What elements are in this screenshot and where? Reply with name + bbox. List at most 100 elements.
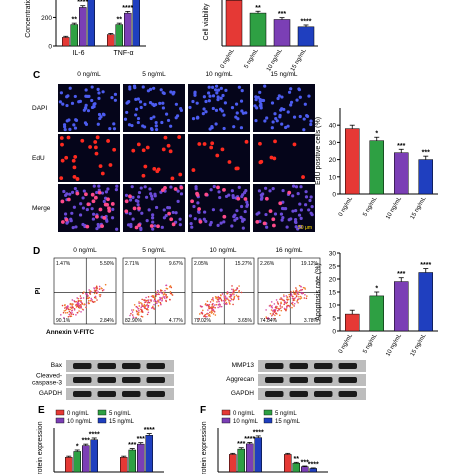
quadrant-lr: 2.84%	[100, 318, 115, 324]
event-dot	[146, 313, 149, 316]
nucleus-dot	[112, 127, 117, 131]
nucleus-dot	[263, 84, 267, 88]
legend-label: 5 ng/mL	[109, 411, 131, 417]
event-dot	[131, 311, 134, 313]
edu-dot	[220, 147, 225, 152]
event-dot	[86, 297, 88, 300]
nucleus-dot	[99, 115, 103, 119]
nucleus-dot	[287, 90, 292, 94]
event-dot	[152, 307, 155, 309]
nucleus-dot	[216, 95, 220, 99]
nucleus-dot	[137, 190, 142, 195]
edu-dot	[143, 164, 148, 169]
category-label: TNF-α	[114, 50, 134, 57]
event-dot	[299, 295, 302, 298]
nucleus-dot	[237, 85, 241, 89]
event-dot	[64, 304, 66, 306]
event-dot	[151, 295, 154, 297]
event-dot	[132, 316, 135, 318]
nucleus-dot	[106, 187, 110, 191]
legend-swatch	[221, 409, 231, 416]
blot-lane-bg	[258, 388, 366, 400]
edu-dot	[66, 197, 71, 202]
nucleus-dot	[86, 109, 91, 113]
edu-dot	[177, 135, 182, 139]
event-dot	[208, 307, 211, 310]
significance-label: ***	[128, 442, 136, 449]
flow-plot: 2.26% 19.12% 74.84% 3.78%	[257, 257, 321, 325]
nucleus-dot	[297, 88, 302, 92]
edu-dot	[75, 177, 80, 181]
nucleus-dot	[224, 194, 229, 199]
event-dot	[158, 293, 160, 296]
nucleus-dot	[148, 100, 153, 105]
edu-dot	[105, 202, 110, 207]
nucleus-dot	[97, 184, 101, 188]
event-dot	[271, 306, 274, 309]
nucleus-dot	[270, 126, 274, 130]
nucleus-dot	[245, 200, 249, 204]
nucleus-dot	[81, 206, 86, 210]
event-dot	[206, 300, 209, 303]
nucleus-dot	[233, 213, 237, 217]
event-dot	[164, 293, 166, 295]
nucleus-dot	[114, 188, 119, 192]
event-dot	[292, 295, 294, 298]
event-dot	[146, 303, 148, 306]
event-dot	[81, 302, 83, 304]
event-dot	[236, 287, 239, 290]
nucleus-dot	[209, 220, 213, 225]
event-dot	[271, 305, 273, 307]
event-dot	[165, 296, 168, 299]
event-dot	[268, 317, 270, 320]
event-dot	[219, 306, 221, 308]
micrograph-bg	[253, 134, 315, 182]
nucleus-dot	[231, 193, 235, 198]
event-dot	[73, 309, 76, 311]
event-dot	[279, 307, 282, 309]
category-label: 0 ng/mL	[220, 47, 236, 69]
event-dot	[226, 291, 229, 293]
edu-dot	[269, 155, 274, 160]
nucleus-dot	[277, 94, 281, 98]
event-dot	[281, 306, 283, 308]
nucleus-dot	[303, 203, 308, 207]
nucleus-dot	[271, 187, 275, 191]
bar	[79, 7, 87, 47]
event-dot	[291, 306, 293, 309]
nucleus-dot	[131, 195, 135, 199]
event-dot	[295, 295, 298, 297]
nucleus-dot	[239, 204, 244, 209]
event-dot	[145, 296, 147, 299]
edu-dot	[98, 164, 103, 169]
edu-dot	[90, 192, 95, 197]
event-dot	[265, 317, 268, 320]
event-dot	[226, 303, 228, 305]
nucleus-dot	[289, 87, 293, 91]
significance-label: ***	[82, 438, 90, 445]
significance-label: ***	[278, 11, 286, 18]
event-dot	[161, 297, 164, 300]
edu-dot	[268, 209, 273, 214]
event-dot	[147, 305, 149, 308]
significance-label: ****	[301, 18, 312, 25]
nucleus-dot	[101, 112, 105, 116]
event-dot	[226, 292, 228, 295]
event-dot	[280, 297, 283, 300]
event-dot	[154, 301, 157, 304]
quadrant-lr: 3.65%	[238, 318, 253, 324]
nucleus-dot	[216, 97, 220, 102]
event-dot	[81, 308, 84, 311]
edu-dot	[71, 158, 76, 163]
nucleus-dot	[219, 208, 223, 212]
event-dot	[280, 301, 282, 304]
event-dot	[211, 311, 214, 313]
nucleus-dot	[92, 105, 96, 109]
edu-dot	[168, 149, 173, 154]
nucleus-dot	[230, 189, 234, 193]
event-dot	[67, 307, 69, 309]
edu-dot	[60, 220, 65, 224]
nucleus-dot	[221, 93, 225, 98]
event-dot	[284, 301, 287, 304]
